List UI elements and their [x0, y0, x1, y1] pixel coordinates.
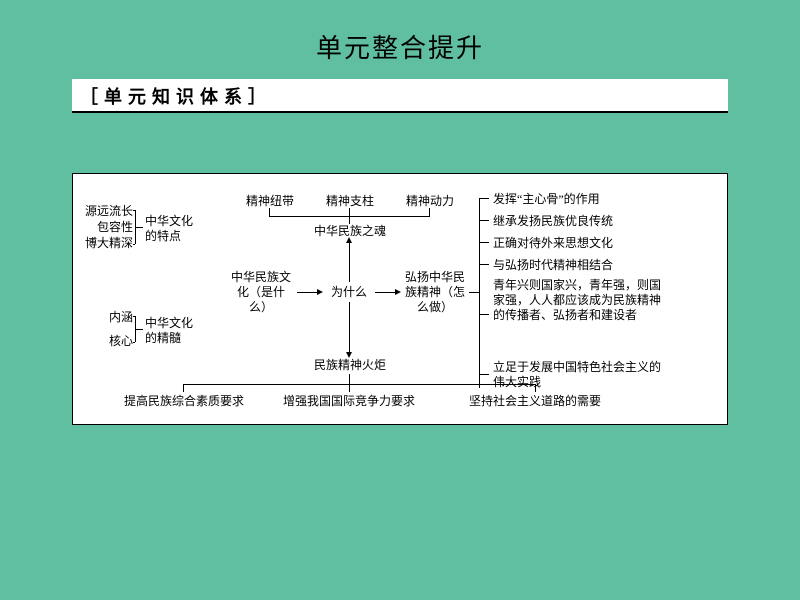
cw-h: [297, 292, 317, 293]
left-bot-a: 内涵: [75, 310, 133, 325]
arrow-why-how: [395, 289, 401, 295]
bt-v2: [349, 384, 350, 392]
left-top-a: 源远流长: [75, 204, 133, 219]
center-why: 为什么: [325, 285, 373, 300]
rb-t2: [479, 220, 489, 221]
why-down: [349, 302, 350, 352]
how-out: [469, 292, 479, 293]
rb-t1: [479, 198, 489, 199]
torch: 民族精神火炬: [305, 358, 395, 373]
rb-t6: [479, 374, 489, 375]
brace-l1b: [133, 244, 135, 245]
tr-v3: [429, 208, 430, 216]
bottom-b: 增强我国国际竞争力要求: [269, 394, 429, 409]
bt-h: [183, 384, 535, 385]
brace-l2a: [133, 316, 135, 317]
why-up: [349, 242, 350, 282]
tr-down: [349, 216, 350, 224]
top-pillar: 精神支柱: [321, 194, 379, 209]
rb-t4: [479, 264, 489, 265]
left-top-c: 博大精深: [75, 236, 133, 251]
wh-h: [375, 292, 395, 293]
right-e: 青年兴则国家兴，青年强，则国家强，人人都应该成为民族精神的传播者、弘扬者和建设者: [493, 278, 663, 323]
bt-v1: [183, 384, 184, 392]
bottom-a: 提高民族综合素质要求: [109, 394, 259, 409]
right-c: 正确对待外来思想文化: [493, 236, 663, 251]
right-brace-v: [479, 198, 480, 388]
rb-t5: [479, 314, 489, 315]
left-bot-b: 核心: [75, 334, 133, 349]
brace-l1c: [135, 227, 143, 228]
left-group1: 中华文化的特点: [145, 214, 193, 244]
top-power: 精神动力: [401, 194, 459, 209]
left-top-b: 包容性: [75, 220, 133, 235]
diagram: 源远流长 包容性 博大精深 中华文化的特点 内涵 核心 中华文化的精髓 精神纽带…: [72, 173, 728, 425]
right-a: 发挥“主心骨”的作用: [493, 192, 663, 207]
left-group2: 中华文化的精髓: [145, 316, 193, 346]
right-b: 继承发扬民族优良传统: [493, 214, 663, 229]
bottom-c: 坚持社会主义道路的需要: [455, 394, 615, 409]
bt-down: [349, 374, 350, 384]
arrow-what-why: [317, 289, 323, 295]
arrow-up-soul: [346, 237, 352, 243]
tr-v2: [349, 208, 350, 216]
brace-l2c: [135, 329, 143, 330]
brace-l2b: [133, 342, 135, 343]
center-how: 弘扬中华民族精神（怎么做）: [403, 270, 467, 315]
page-title: 单元整合提升: [0, 0, 800, 79]
center-what: 中华民族文化（是什么）: [229, 270, 293, 315]
right-f: 立足于发展中国特色社会主义的伟大实践: [493, 360, 663, 390]
section-header: ［单元知识体系］: [72, 79, 728, 113]
right-d: 与弘扬时代精神相结合: [493, 258, 663, 273]
tr-v1: [269, 208, 270, 216]
rb-t3: [479, 242, 489, 243]
brace-l1: [133, 210, 135, 211]
top-tie: 精神纽带: [241, 194, 299, 209]
